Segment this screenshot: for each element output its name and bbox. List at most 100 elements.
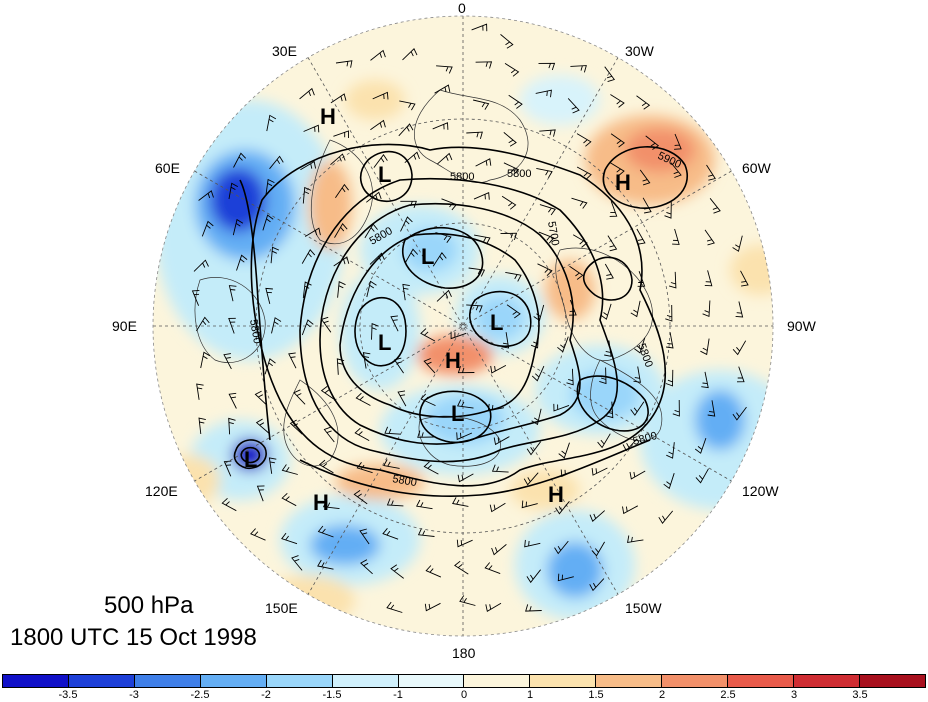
wind-barb (386, 498, 404, 507)
wind-barb (474, 234, 491, 245)
wind-barb (600, 303, 612, 320)
wind-barb (420, 328, 436, 342)
wind-barb (359, 528, 370, 545)
wind-barb (370, 49, 386, 61)
wind-barb (317, 559, 334, 570)
colorbar-ticks: -3.5 -3 -2.5 -2 -1.5 -1 0 1 1.5 2 2.5 3 3.5 (2, 689, 926, 702)
wind-barb (317, 525, 334, 538)
longitude-label: 90E (112, 318, 137, 334)
wind-barb (466, 131, 483, 140)
wind-barb (639, 169, 651, 186)
wind-barb (198, 190, 214, 201)
wind-barb (674, 133, 682, 150)
wind-barb (695, 468, 709, 484)
colorbar (2, 674, 926, 688)
wind-barb (228, 417, 236, 435)
wind-barb (503, 162, 520, 175)
high-center: H (615, 170, 631, 195)
wind-barb (485, 602, 502, 613)
longitude-label: 0 (458, 0, 466, 16)
wind-barb (335, 183, 349, 199)
wind-barb (658, 510, 674, 524)
wind-barb (501, 332, 510, 349)
wind-barb (645, 135, 660, 150)
wind-barb (609, 201, 618, 217)
wind-barb (366, 280, 377, 298)
wind-barb (196, 383, 204, 400)
wind-barb (255, 418, 269, 434)
wind-barb (707, 400, 716, 417)
wind-barb (694, 437, 707, 454)
wind-barb (569, 265, 584, 280)
wind-barb (475, 61, 493, 69)
wind-barb (457, 399, 474, 409)
wind-barb (538, 62, 556, 71)
wind-barb (302, 186, 312, 204)
wind-barb (281, 532, 298, 545)
wind-barb (521, 500, 538, 509)
wind-barb (436, 65, 453, 74)
wind-barb (402, 48, 418, 61)
wind-barb (629, 470, 646, 480)
wind-barb (456, 432, 473, 441)
wind-barb (630, 300, 641, 318)
contour-label: 5800 (247, 318, 263, 344)
wind-barb (432, 122, 449, 130)
wind-barb (300, 160, 317, 171)
wind-barbs (191, 23, 749, 613)
wind-barb (281, 492, 297, 507)
longitude-label: 60W (742, 160, 772, 176)
wind-barb (434, 84, 451, 94)
wind-barb (320, 386, 336, 401)
longitude-label: 30E (272, 43, 297, 59)
colorbar-swatch (200, 675, 267, 687)
wind-barb (337, 281, 346, 298)
wind-barb (193, 259, 209, 272)
wind-barb (504, 63, 520, 77)
wind-barb (459, 595, 476, 606)
high-center: H (445, 348, 461, 373)
pressure-centers: H H H H H L L L L L L (244, 104, 631, 515)
wind-barb (299, 87, 315, 100)
longitude-label: 60E (155, 160, 180, 176)
wind-barb (709, 198, 721, 214)
high-center: H (313, 490, 329, 515)
wind-barb (472, 99, 490, 110)
colorbar-swatch (3, 675, 69, 687)
wind-barb (228, 392, 237, 409)
wind-barb (524, 539, 541, 548)
longitude-label: 150W (625, 600, 662, 616)
wind-barb (452, 497, 469, 507)
colorbar-tick-label: 2.5 (720, 689, 736, 701)
wind-barb (390, 315, 399, 332)
wind-barb (266, 114, 277, 132)
wind-barb (493, 436, 510, 446)
wind-barb (256, 485, 265, 502)
wind-barb (567, 98, 580, 114)
colorbar-tick-label: 1 (526, 689, 534, 701)
map-boundary (152, 15, 774, 637)
wind-barb (672, 399, 680, 417)
wind-barb (610, 133, 625, 148)
wind-barb (668, 271, 677, 289)
wind-barb (740, 270, 749, 287)
longitude-label: 120W (742, 483, 779, 499)
contour-5700 (299, 177, 619, 463)
wind-barb (670, 162, 682, 178)
wind-barb (610, 94, 625, 108)
longitude-labels: 0 30W 60W 90W 120W 150W 180 150E 120E 90… (112, 0, 817, 661)
wind-barb (355, 392, 371, 406)
wind-barb (360, 559, 373, 575)
wind-barb (706, 164, 716, 181)
wind-barb (570, 65, 587, 73)
colorbar-swatch (464, 675, 531, 687)
contour-low-8 (233, 439, 267, 470)
wind-barb (665, 304, 673, 322)
wind-barb (500, 34, 514, 49)
wind-barb (393, 357, 404, 374)
colorbar-swatch (398, 675, 465, 687)
wind-barb (566, 368, 574, 386)
wind-barb (271, 317, 282, 334)
wind-barb (333, 130, 349, 138)
wind-barb (373, 154, 388, 168)
